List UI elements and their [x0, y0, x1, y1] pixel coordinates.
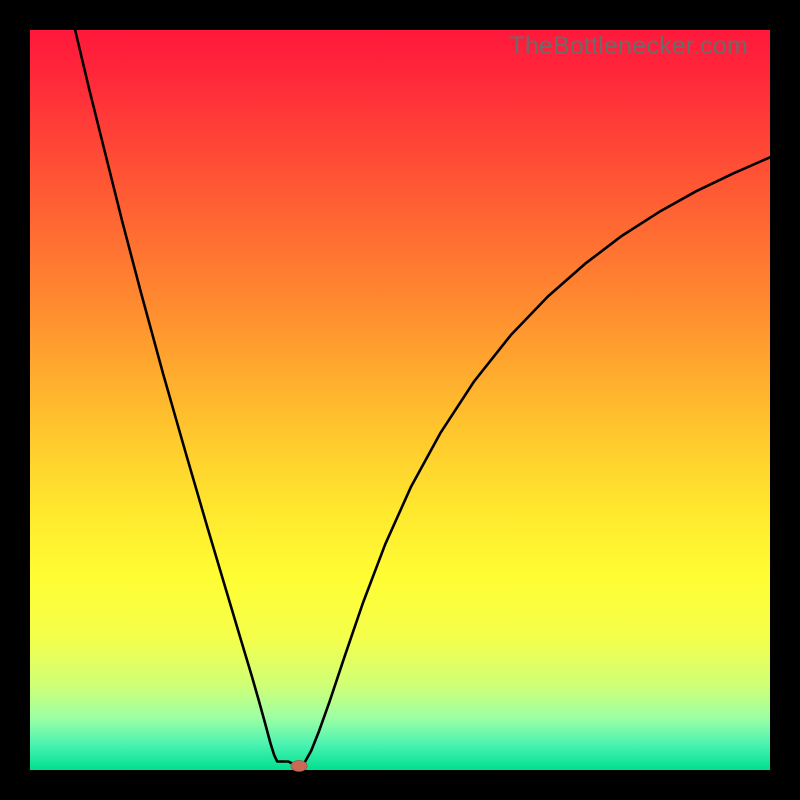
bottleneck-curve-svg [30, 30, 770, 770]
chart-frame: TheBottlenecker.com [0, 0, 800, 800]
watermark-text: TheBottlenecker.com [509, 32, 748, 61]
bottleneck-curve [75, 30, 770, 766]
minimum-marker [291, 760, 307, 771]
plot-area [30, 30, 770, 770]
